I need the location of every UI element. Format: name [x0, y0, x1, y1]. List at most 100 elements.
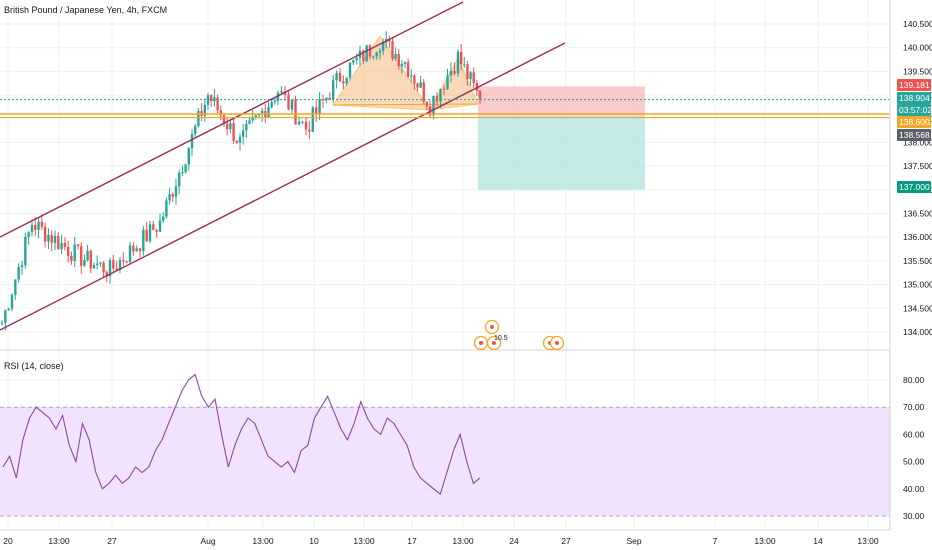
candle-body [254, 115, 258, 118]
candle-body [20, 265, 24, 268]
candle-body [475, 83, 479, 91]
time-tick-label: 13:00 [857, 536, 879, 546]
candle-body [86, 250, 89, 261]
price-label-text: 138.568 [899, 130, 930, 140]
price-label-text: 137.000 [899, 182, 930, 192]
event-icons[interactable]: 10.5 [473, 319, 565, 351]
candle-body [352, 60, 355, 63]
price-label-box [897, 129, 931, 141]
candle-body [325, 97, 328, 101]
candle-body [394, 54, 397, 59]
candle-body [53, 235, 57, 243]
candle-body [24, 237, 27, 266]
candle-body [335, 72, 338, 81]
candle-body [381, 42, 385, 51]
candle-body [229, 123, 232, 130]
candle-body [213, 97, 216, 102]
candle-body [453, 70, 456, 74]
candle-body [273, 100, 277, 103]
time-tick-label: 13:00 [252, 536, 274, 546]
candle-body [365, 45, 368, 62]
candle-body [216, 97, 219, 111]
candle-body [297, 121, 301, 125]
time-axis[interactable]: 20 13:00 27 Aug 13:00 10 13:00 17 13:00 24 27 Sep 7 1… [0, 529, 932, 550]
price-tick-label: 140.000 [903, 43, 932, 53]
candle-body [70, 255, 73, 262]
rsi-axis[interactable]: 80.00 70.00 60.00 50.00 40.00 30.00 [903, 375, 925, 521]
candle-body [197, 110, 200, 127]
price-tick-label: 137.500 [903, 161, 932, 171]
time-tick-label: 14 [813, 536, 823, 546]
candle-body [50, 234, 53, 243]
candle-body [290, 99, 294, 110]
rsi-line [2, 373, 481, 496]
rsi-tick-label: 60.00 [903, 429, 925, 439]
position-tool[interactable] [478, 86, 645, 190]
candle-body [158, 220, 162, 232]
candle-body [190, 133, 194, 149]
candle-body [456, 51, 460, 74]
candle-body [128, 245, 132, 262]
candle-body [406, 62, 410, 77]
rsi-series [0, 373, 890, 517]
time-tick-label: 20 [3, 536, 13, 546]
candle-body [355, 57, 358, 61]
price-axis[interactable]: 140.500140.000139.500139.000138.500138.0… [889, 0, 932, 550]
candle-body [14, 279, 17, 295]
candle-body [40, 221, 44, 227]
pattern-baseline [332, 103, 479, 106]
event-icon-dot [492, 341, 496, 345]
candle-body [142, 229, 145, 251]
price-labels: 139.181 138.904 03:57:02 138.600 138.568 137.… [897, 79, 932, 193]
horizontal-levels[interactable] [0, 99, 890, 119]
stop-loss-zone[interactable] [478, 86, 645, 116]
candle-body [400, 63, 404, 67]
candle-body [419, 82, 422, 88]
event-count-label: 10.5 [494, 335, 508, 342]
price-tick-label: 135.000 [903, 280, 932, 290]
candle-body [135, 248, 138, 252]
event-icon-dot [555, 341, 559, 345]
rsi-tick-label: 70.00 [903, 402, 925, 412]
price-label-text: 138.600 [899, 117, 930, 127]
candle-body [194, 126, 197, 134]
candle-body [132, 245, 135, 252]
pattern-triangle-xab [332, 35, 431, 111]
candle-body [63, 243, 67, 247]
candle-body [60, 243, 63, 250]
candle-body [138, 248, 142, 251]
candle-body [37, 221, 40, 230]
candle-body [368, 45, 372, 57]
channel-upper-line [0, 1, 464, 238]
candle-body [425, 101, 429, 107]
candle-body [439, 88, 442, 102]
candle-body [155, 229, 158, 232]
candle-body [328, 97, 331, 100]
candle-body [178, 172, 181, 187]
take-profit-zone[interactable] [478, 115, 645, 190]
candle-body [294, 99, 297, 125]
candle-body [30, 224, 34, 233]
candle-body [391, 41, 394, 59]
candle-body [280, 91, 283, 93]
candle-body [241, 130, 245, 137]
time-tick-label: 17 [407, 536, 417, 546]
candle-body [375, 52, 378, 57]
price-label-box [897, 104, 931, 116]
harmonic-pattern[interactable] [332, 35, 479, 111]
candle-body [446, 75, 449, 90]
time-tick-label: 24 [509, 536, 519, 546]
time-axis-bg [0, 530, 932, 550]
parallel-channel[interactable] [0, 1, 566, 331]
time-tick-label: 27 [561, 536, 571, 546]
candle-body [428, 106, 432, 116]
candle-body [115, 268, 118, 270]
candle-body [226, 123, 229, 130]
candle-body [10, 294, 14, 309]
candle-body [270, 102, 273, 108]
price-label-box [897, 79, 931, 91]
candle-body [301, 121, 304, 123]
candle-body [245, 123, 248, 131]
candle-body [181, 172, 184, 174]
